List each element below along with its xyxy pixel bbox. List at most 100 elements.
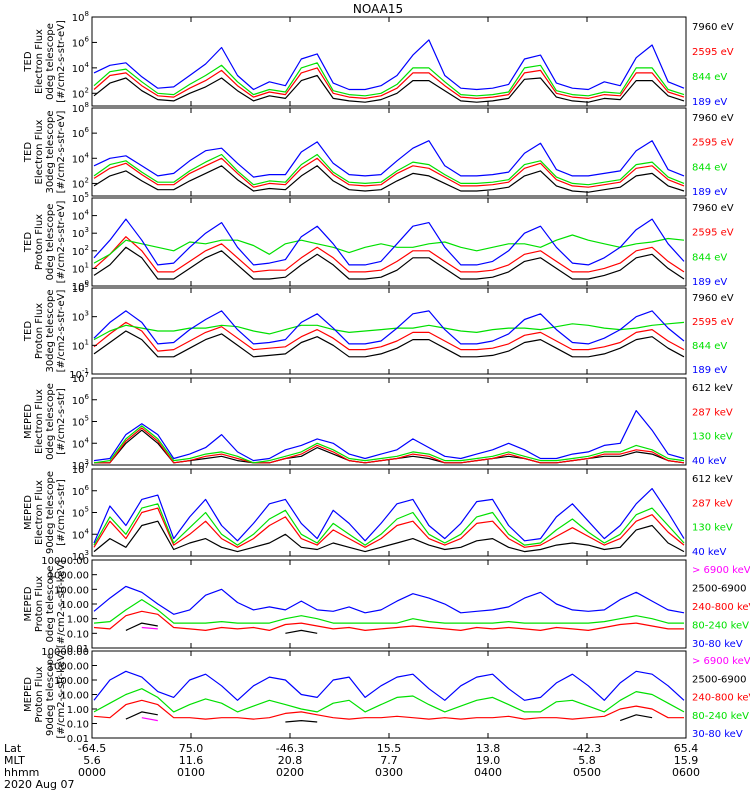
series-line-blue [93, 410, 685, 462]
footer-tick-time: 0200 [276, 766, 304, 779]
footer-tick-time: 0600 [672, 766, 700, 779]
y-tick-label: 1.00 [67, 705, 89, 716]
plot-frame [91, 468, 687, 557]
y-axis-label-line: 90deg telescope [45, 653, 56, 736]
legend-entry: 287 keV [692, 407, 733, 418]
y-tick-exponent: 2 [85, 86, 89, 94]
footer-tick-time: 0500 [573, 766, 601, 779]
legend-entry: 30-80 keV [692, 729, 743, 740]
legend-entry: 612 keV [692, 383, 733, 394]
series-line-blue [93, 670, 685, 701]
legend-entry: 2595 eV [692, 47, 734, 58]
y-axis-label-line: [#/cm2-s-str-eV] [56, 111, 67, 194]
y-tick-label: 104 [72, 151, 90, 165]
y-tick-label: 102 [72, 86, 89, 100]
footer-row-label-hhmm: hhmm [4, 766, 39, 779]
y-tick-label: 0.10 [67, 720, 89, 731]
y-tick-label: 105 [72, 191, 89, 205]
y-tick-exponent: 5 [85, 415, 89, 423]
y-axis-label-line: MEPED [23, 404, 34, 439]
y-axis-label-line: Electron Flux [34, 480, 45, 545]
y-axis-label-line: 0deg telescope [45, 23, 56, 100]
y-axis-label-line: Electron Flux [34, 389, 45, 454]
series-line-blue [93, 140, 685, 178]
legend-entry: > 6900 keV [692, 565, 750, 576]
y-tick-label: 100.00 [54, 585, 89, 596]
footer-tick-time: 0400 [474, 766, 502, 779]
series-line-black [125, 622, 318, 634]
y-tick-label: 107 [72, 371, 89, 385]
plot-frame [91, 650, 687, 739]
y-tick-exponent: 4 [85, 61, 90, 69]
y-tick-label: 103 [72, 226, 89, 240]
legend-entry: 7960 eV [692, 22, 734, 33]
legend-entry: 7960 eV [692, 203, 734, 214]
y-tick-label: 104 [72, 209, 90, 223]
footer-tick-lat: -64.5 [78, 742, 106, 755]
footer-row-label-lat: Lat [4, 742, 22, 755]
series-line-black [93, 74, 685, 103]
legend-entry: > 6900 keV [692, 656, 750, 667]
footer-tick-lat: 75.0 [179, 742, 204, 755]
y-axis-label-line: Proton Flux [34, 666, 45, 722]
footer-tick-mlt: 20.8 [278, 754, 303, 767]
y-tick-label: 108 [72, 101, 89, 115]
y-tick-label: 101 [72, 261, 89, 275]
y-axis-label-line: 0deg telescope [45, 383, 56, 460]
series-line-black [93, 520, 685, 553]
y-axis-label-line: [#/cm2-s-str-keV] [56, 560, 67, 648]
footer-tick-lat: 13.8 [476, 742, 501, 755]
y-axis-label-line: 30deg telescope [45, 289, 56, 372]
y-tick-label: 104 [72, 527, 90, 541]
y-axis-label-line: [#/cm2-s-str-eV] [56, 20, 67, 103]
series-line-red [94, 427, 685, 464]
series-line-black [93, 165, 685, 193]
series-line-red [93, 610, 684, 631]
legend-entry: 130 keV [692, 432, 733, 443]
y-tick-label: 108 [72, 10, 89, 24]
y-tick-exponent: 4 [85, 209, 90, 217]
footer-tick-mlt: 5.8 [578, 754, 596, 767]
y-axis-label-line: MEPED [23, 586, 34, 621]
y-tick-label: 106 [72, 393, 90, 407]
footer-tick-time: 0000 [78, 766, 106, 779]
series-line-red [93, 699, 684, 720]
series-line-black [93, 330, 685, 358]
legend-entry: 40 keV [692, 456, 726, 467]
y-tick-label: 105 [72, 281, 89, 295]
series-line-magenta [141, 626, 158, 630]
y-axis-label-line: MEPED [23, 495, 34, 530]
panel-meped-proton-0deg: 0.01 0.10 1.00 10.00 100.00 1000.00 10000.00 ME… [23, 556, 750, 655]
legend-entry: 189 eV [692, 277, 727, 288]
series-line-blue [93, 488, 685, 544]
y-tick-label: 104 [72, 61, 90, 75]
y-tick-label: 102 [72, 244, 89, 258]
y-tick-label: 105 [72, 506, 89, 520]
legend-entry: 240-800 keV [692, 602, 750, 613]
y-axis-label-line: TED [23, 232, 34, 253]
y-tick-exponent: 4 [85, 527, 90, 535]
y-tick-exponent: 8 [85, 101, 89, 109]
y-tick-label: 106 [72, 35, 90, 49]
y-tick-label: 10000.00 [41, 556, 89, 567]
series-line-red [93, 157, 685, 188]
legend-entry: 80-240 keV [692, 621, 749, 632]
panel-ted-electron-30deg: 102 104 106 108 TED Electron Flux 30deg telesc… [23, 101, 734, 198]
y-tick-label: 102 [72, 176, 89, 190]
legend-entry: 130 keV [692, 523, 733, 534]
y-tick-label: 10.00 [60, 600, 89, 611]
legend-entry: 240-800 keV [692, 693, 750, 704]
y-tick-label: 1000.00 [48, 571, 89, 582]
y-tick-label: 107 [72, 462, 89, 476]
y-tick-exponent: 3 [85, 458, 89, 466]
footer-tick-lat: 65.4 [674, 742, 699, 755]
series-line-green [93, 62, 685, 97]
legend-entry: 7960 eV [692, 293, 734, 304]
y-axis-label-line: 0deg telescope [45, 566, 56, 643]
y-tick-exponent: 5 [85, 506, 89, 514]
y-tick-label: 100.00 [54, 676, 89, 687]
legend-entry: 612 keV [692, 474, 733, 485]
